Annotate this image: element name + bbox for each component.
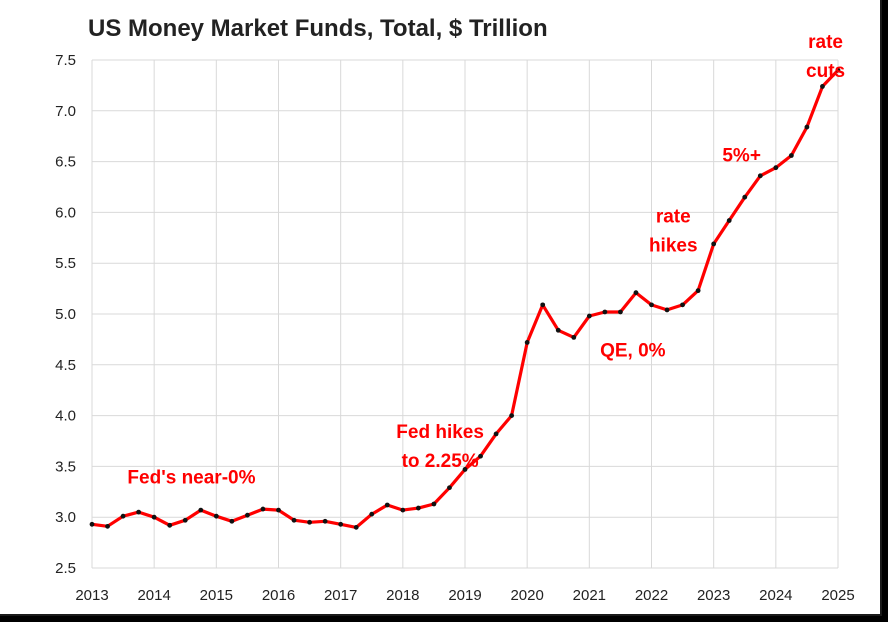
data-point [447,485,452,491]
y-tick-label: 5.5 [55,255,76,272]
data-point [726,218,732,223]
data-point [602,309,608,315]
y-tick-label: 7.5 [55,52,76,69]
x-tick-label: 2025 [821,587,854,604]
x-tick-label: 2020 [510,587,543,604]
x-tick-label: 2014 [137,587,170,604]
data-point [384,502,390,508]
annotation-label: QE, 0% [600,341,666,362]
y-tick-label: 6.0 [55,204,76,221]
y-tick-label: 4.0 [55,408,76,425]
data-point [524,340,530,345]
data-point [820,84,825,89]
data-point [260,506,266,512]
data-point [695,288,701,294]
x-tick-label: 2023 [697,587,730,604]
x-tick-label: 2022 [635,587,668,604]
data-point [478,453,483,459]
data-point [136,509,142,515]
y-tick-label: 6.5 [55,154,76,171]
data-point [151,514,157,520]
data-point [245,512,250,518]
y-tick-label: 3.0 [55,509,76,526]
data-point [400,507,406,513]
data-point [89,521,95,527]
y-tick-label: 2.5 [55,560,76,577]
annotation-label: hikes [649,236,698,257]
x-tick-label: 2019 [448,587,481,604]
data-point [182,517,188,523]
data-point [105,523,110,529]
data-point [120,513,126,519]
x-tick-label: 2015 [200,587,233,604]
data-point [213,513,219,519]
gridlines [91,59,839,569]
data-point [431,501,437,507]
annotation-label: rate [808,32,843,53]
x-tick-label: 2018 [386,587,419,604]
data-point [788,153,794,158]
data-point [229,518,235,524]
data-point [369,511,375,517]
data-point [680,302,685,308]
data-point [198,507,204,513]
x-tick-label: 2016 [262,587,295,604]
data-point [618,309,623,315]
data-point [773,165,779,171]
data-point [571,334,577,340]
data-point [835,67,841,73]
series-layer [89,67,841,530]
annotation-label: cuts [806,61,845,82]
y-tick-label: 5.0 [55,306,76,323]
annotation-label: Fed's near-0% [127,468,255,489]
data-point [664,307,670,313]
annotation-label: to 2.25% [402,451,479,472]
data-point [555,327,561,333]
y-tick-label: 7.0 [55,103,76,120]
x-tick-label: 2024 [759,587,792,604]
annotation-label: 5%+ [722,146,761,167]
data-point [509,413,515,418]
data-point [322,518,328,524]
y-tick-label: 4.5 [55,357,76,374]
data-point [462,467,468,472]
data-point [711,241,717,247]
chart-title: US Money Market Funds, Total, $ Trillion [88,15,548,42]
x-tick-label: 2021 [573,587,606,604]
annotations: Fed's near-0% Fed hikes to 2.25% QE, 0% rate… [127,32,845,489]
x-tick-label: 2013 [75,587,108,604]
data-point [307,519,312,525]
data-point [353,524,359,530]
x-axis-tick-labels: 2013 2014 2015 2016 2017 2018 2019 2020 2021 2022… [75,587,854,604]
data-point [338,521,344,527]
data-point [415,505,421,511]
data-point [493,431,499,437]
data-point [586,313,592,319]
y-tick-label: 3.5 [55,458,76,475]
annotation-label: rate [656,207,691,228]
data-point [167,522,173,528]
data-point [540,302,546,308]
x-tick-label: 2017 [324,587,357,604]
data-point [633,290,639,296]
data-point [742,194,748,200]
annotation-label: Fed hikes [396,422,484,443]
data-point [757,173,763,179]
data-point [804,124,810,130]
y-axis-tick-labels: 2.5 3.0 3.5 4.0 4.5 5.0 5.5 6.0 6.5 7.0 7.5 [55,52,76,577]
data-point [649,302,654,308]
data-point [291,517,297,523]
line-chart: US Money Market Funds, Total, $ Trillion… [55,15,855,604]
data-point [276,507,281,513]
